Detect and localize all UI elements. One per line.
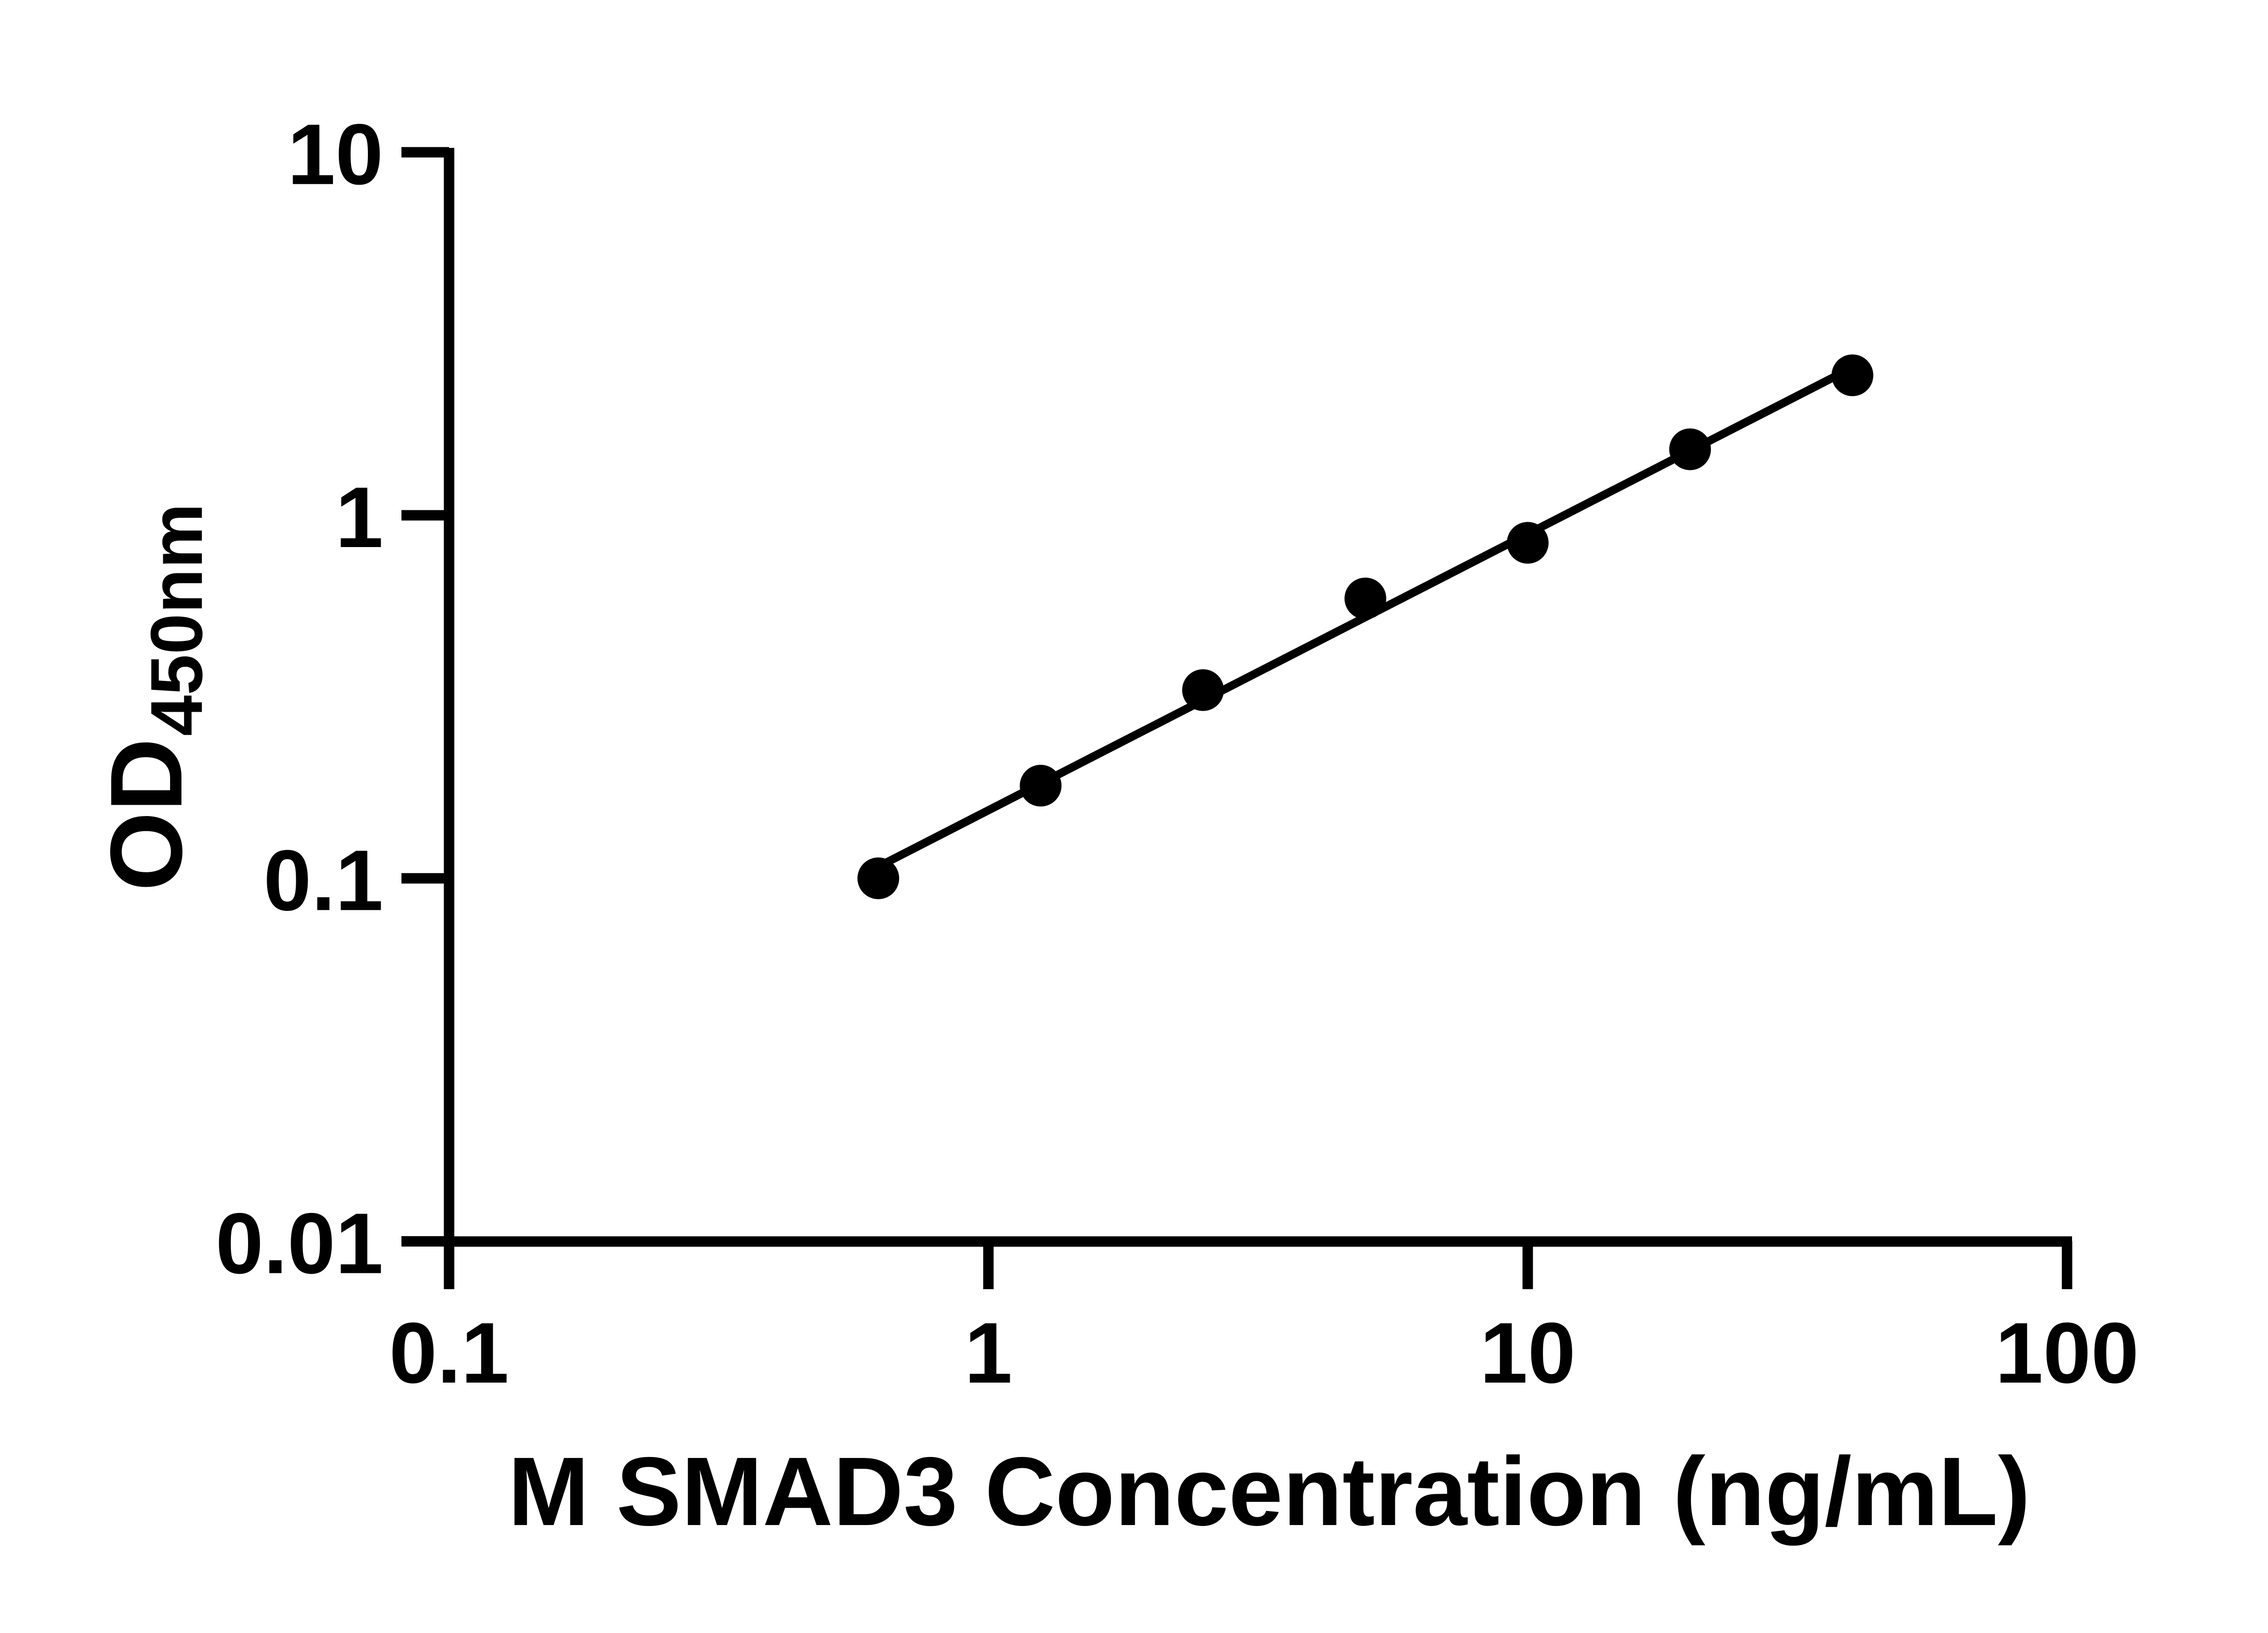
y-axis-title-main: OD [89,738,203,891]
x-tick-label-1: 1 [964,1305,1012,1401]
x-tick-label-0.1: 0.1 [389,1305,509,1401]
data-point-7 [1831,354,1873,396]
y-axis-title-subscript: 450nm [136,503,218,736]
x-tick-1 [983,1242,994,1289]
y-tick-label-1: 1 [335,469,383,566]
y-axis-title: OD 450nm [89,503,218,891]
x-tick-label-100: 100 [1995,1305,2139,1401]
data-point-6 [1669,428,1711,470]
x-tick-0.1 [444,1242,455,1289]
axis-layer [401,147,2072,1289]
y-tick-10 [401,147,449,158]
data-point-2 [1020,765,1062,807]
data-point-5 [1507,522,1549,564]
x-tick-10 [1522,1242,1533,1289]
x-tick-100 [2062,1242,2072,1289]
x-tick-label-10: 10 [1480,1305,1575,1401]
y-axis-line [444,148,455,1247]
x-axis-line [444,1236,2072,1247]
x-axis-title: M SMAD3 Concentration (ng/mL) [508,1437,2030,1546]
y-tick-0.01 [401,1236,449,1247]
data-point-3 [1182,669,1224,711]
y-tick-1 [401,510,449,521]
data-point-1 [857,857,899,900]
y-tick-0.1 [401,873,449,884]
y-tick-label-0.1: 0.1 [264,832,383,929]
data-point-layer [857,354,1873,900]
y-tick-label-10: 10 [288,107,383,203]
data-point-4 [1344,577,1387,620]
y-tick-label-0.01: 0.01 [215,1196,383,1292]
